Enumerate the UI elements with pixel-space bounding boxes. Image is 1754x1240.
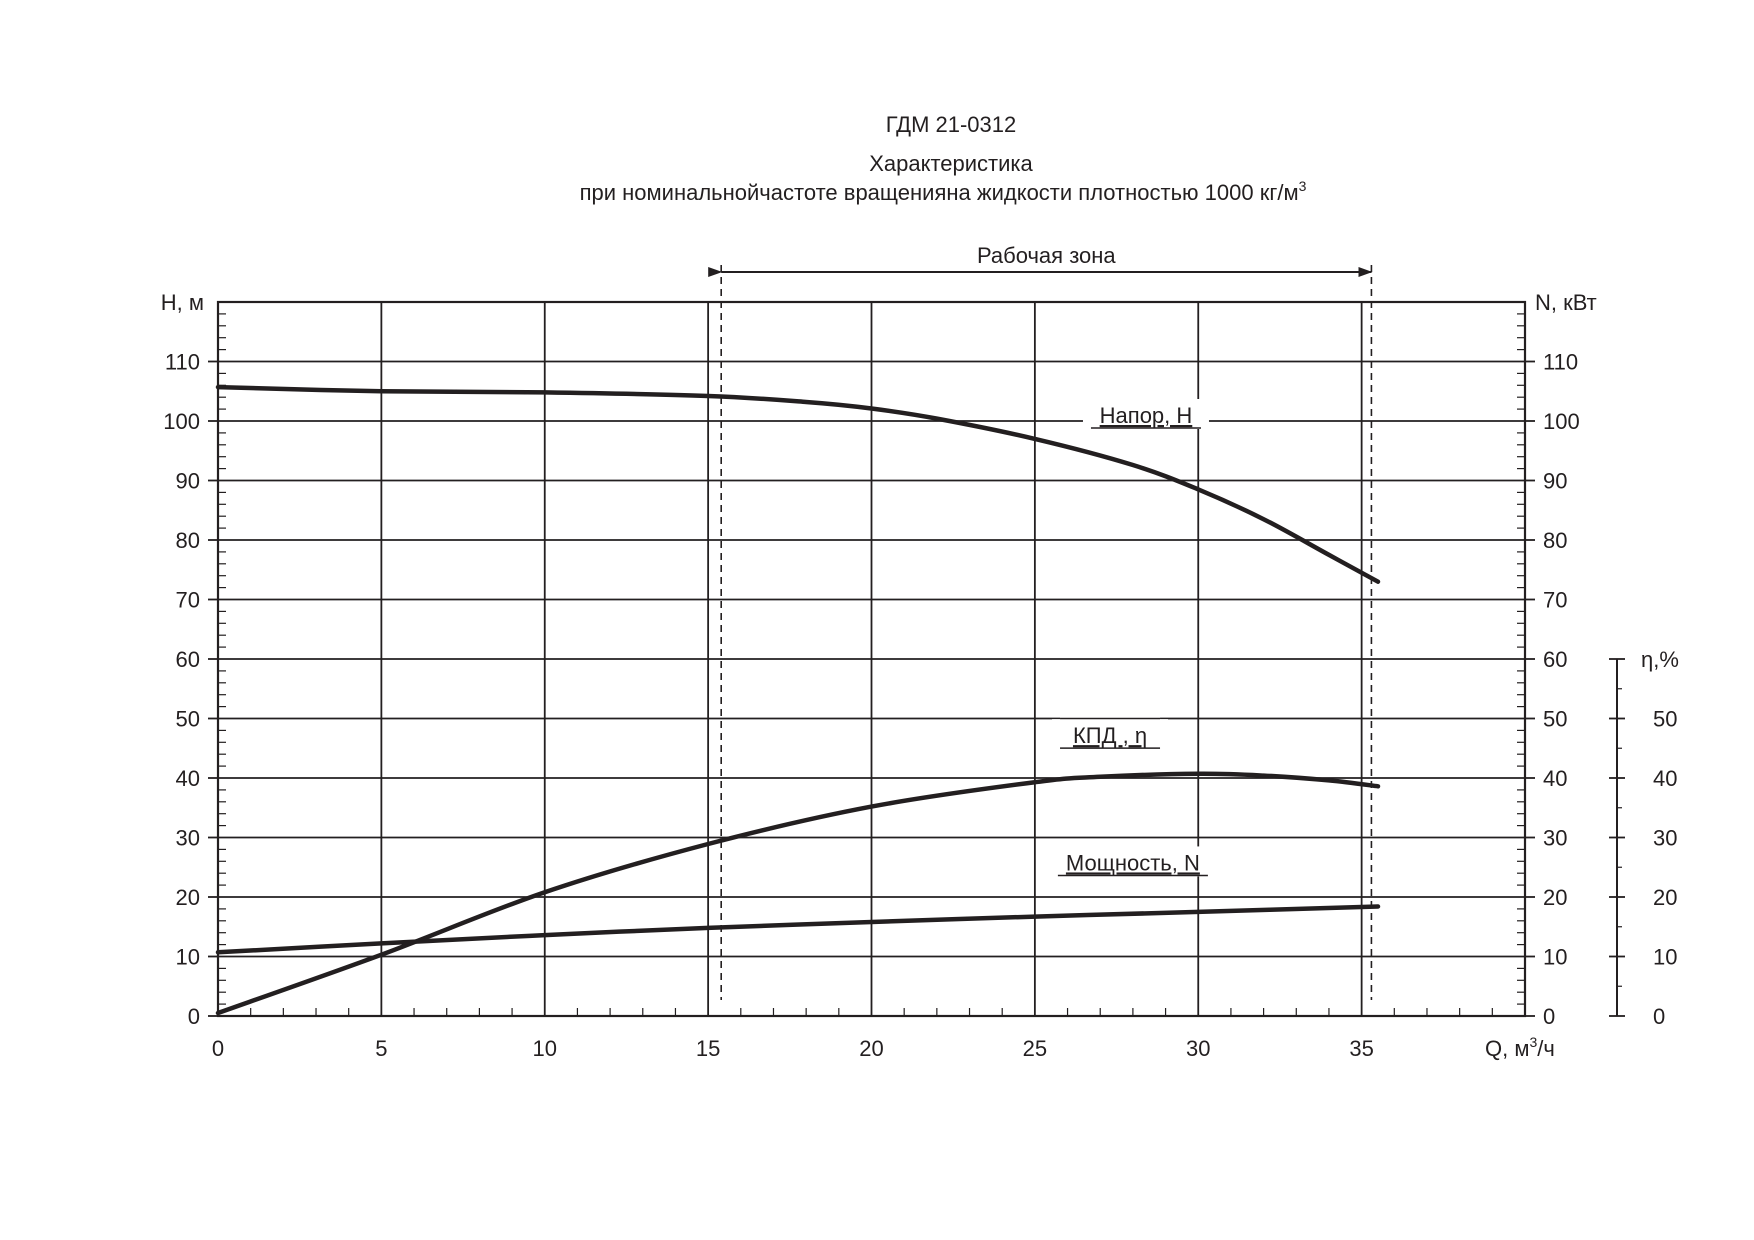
y-left-tick-label: 0	[188, 1004, 200, 1029]
power-curve	[215, 904, 1381, 955]
eta-tick-label: 30	[1653, 826, 1677, 851]
eta-tick-label: 20	[1653, 885, 1677, 910]
power-label-background	[1049, 846, 1216, 877]
y-left-tick-label: 40	[176, 766, 200, 791]
y-right-tick-label: 0	[1543, 1004, 1555, 1029]
x-tick-label: 15	[696, 1036, 720, 1061]
y-left-tick-label: 30	[176, 826, 200, 851]
chart-subtitle-line1: Характеристика	[869, 151, 1033, 176]
efficiency-curve	[215, 771, 1381, 1016]
x-axis-label-superscript: 3	[1529, 1034, 1537, 1050]
x-axis-label-suffix: /ч	[1537, 1036, 1555, 1061]
y-left-tick-label: 70	[176, 588, 200, 613]
grid	[218, 302, 1525, 1016]
x-axis-label-text: Q, м	[1485, 1036, 1529, 1061]
work-zone: Рабочая зона	[708, 243, 1373, 1000]
y-left-tick-label: 110	[165, 350, 200, 375]
eta-tick-label: 10	[1653, 945, 1677, 970]
work-zone-label: Рабочая зона	[977, 243, 1116, 268]
y-right-tick-label: 90	[1543, 469, 1567, 494]
y-right-tick-label: 60	[1543, 647, 1567, 672]
y-left-tick-label: 60	[176, 647, 200, 672]
y-right-tick-label: 30	[1543, 826, 1567, 851]
x-tick-label: 30	[1186, 1036, 1210, 1061]
x-axis-label: Q, м3/ч	[1485, 1034, 1555, 1061]
chart-subtitle-text: при номинальнойчастоте вращенияна жидкос…	[580, 180, 1299, 205]
y-right-tick-label: 80	[1543, 528, 1567, 553]
axes: 0102030405060708090100110010203040506070…	[163, 300, 1677, 1061]
chart-subtitle-superscript: 3	[1299, 178, 1307, 194]
efficiency-label: КПД , η	[1073, 723, 1147, 748]
y-left-tick-label: 20	[176, 885, 200, 910]
eta-tick-label: 50	[1653, 707, 1677, 732]
efficiency-label-background	[1052, 719, 1169, 750]
y-right-tick-label: 50	[1543, 707, 1567, 732]
y-left-tick-label: 50	[176, 707, 200, 732]
head-curve	[215, 384, 1381, 584]
x-tick-label: 20	[859, 1036, 883, 1061]
x-tick-label: 0	[212, 1036, 224, 1061]
y-left-tick-label: 80	[176, 528, 200, 553]
y-right-tick-label: 40	[1543, 766, 1567, 791]
y-left-tick-label: 100	[163, 409, 200, 434]
x-tick-label: 10	[533, 1036, 557, 1061]
y-right-tick-label: 10	[1543, 945, 1567, 970]
curve-labels: Напор, H КПД , η Мощность, N	[1049, 399, 1216, 877]
y-eta-axis-label: η,%	[1641, 647, 1679, 672]
chart-subtitle-line2: при номинальнойчастоте вращенияна жидкос…	[580, 178, 1307, 205]
x-tick-label: 25	[1023, 1036, 1047, 1061]
power-label: Мощность, N	[1066, 850, 1200, 875]
x-tick-label: 35	[1349, 1036, 1373, 1061]
y-right-tick-label: 110	[1543, 350, 1578, 375]
y-left-tick-label: 90	[176, 469, 200, 494]
y-left-axis-label: H, м	[161, 290, 204, 315]
y-right-tick-label: 100	[1543, 409, 1580, 434]
chart-title: ГДМ 21-0312	[886, 112, 1017, 137]
x-tick-label: 5	[375, 1036, 387, 1061]
head-label: Напор, H	[1100, 403, 1193, 428]
head-label-background	[1082, 399, 1209, 429]
y-right-tick-label: 20	[1543, 885, 1567, 910]
y-left-tick-label: 10	[176, 945, 200, 970]
eta-tick-label: 0	[1653, 1004, 1665, 1029]
eta-tick-label: 40	[1653, 766, 1677, 791]
y-right-axis-label: N, кВт	[1535, 290, 1597, 315]
curves	[215, 384, 1381, 1016]
y-right-tick-label: 70	[1543, 588, 1567, 613]
